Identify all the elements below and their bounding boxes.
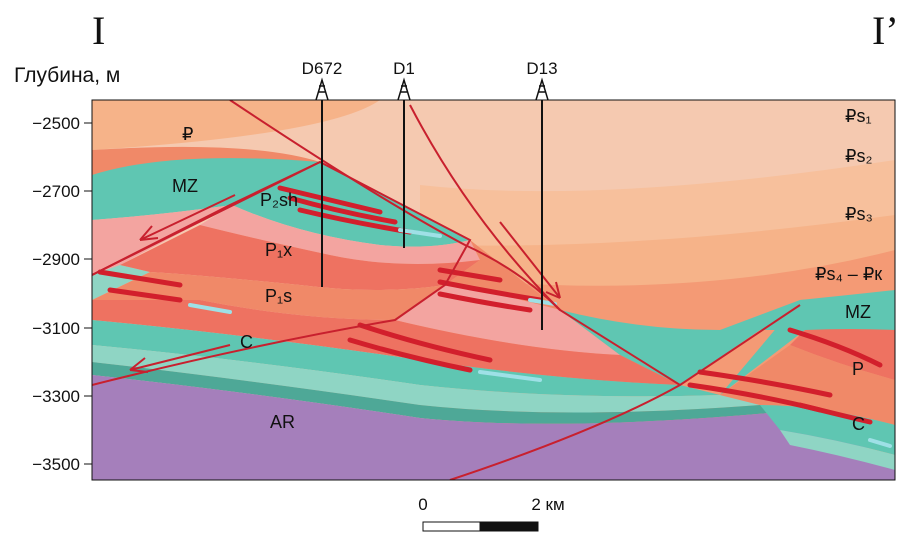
layer-label-c-right: C <box>852 414 865 434</box>
layer-label-p-top: ₽ <box>182 124 193 144</box>
scale-segment-white <box>422 521 481 532</box>
fault-line <box>449 304 801 480</box>
layer-p-right <box>790 329 895 380</box>
seam <box>437 267 503 283</box>
section-end-label: I’ <box>872 8 899 53</box>
depth-axis: −2500 −2700 −2900 −3100 −3300 −3500 <box>32 114 92 474</box>
fault-arrow <box>139 225 159 241</box>
tick-label: −3100 <box>32 319 80 338</box>
seam <box>277 185 383 215</box>
well-label: D672 <box>302 59 343 78</box>
layer-teal-lower <box>92 320 720 397</box>
fault-line <box>129 344 231 371</box>
plot-frame <box>91 99 896 481</box>
fault-line <box>409 104 561 311</box>
layer-ar <box>92 375 895 480</box>
seam <box>697 369 833 398</box>
layer-label-p-right: P <box>852 359 864 379</box>
layer-label-ps4-pk: ₽s₄ – ₽к <box>815 264 882 284</box>
tick-label: −3500 <box>32 455 80 474</box>
lens <box>478 370 542 382</box>
layer-label-ps2: ₽s₂ <box>845 146 872 166</box>
seam <box>787 327 883 368</box>
seam <box>797 402 873 425</box>
depth-axis-title: Глубина, м <box>14 64 120 87</box>
tick-label: −2700 <box>32 182 80 201</box>
layer-mz-left <box>92 158 320 220</box>
scale-label-km: 2 км <box>531 495 564 514</box>
tick-label: −3300 <box>32 387 80 406</box>
scale-segment-black <box>479 521 539 532</box>
fault-arrow <box>129 357 149 373</box>
layer-p2sh <box>200 205 480 264</box>
well-label: D1 <box>393 59 415 78</box>
layer-teal-dark-lower <box>92 362 780 424</box>
derrick-icon <box>315 77 329 101</box>
layer-c-right-mint <box>780 430 895 470</box>
derrick-icon <box>535 77 549 101</box>
layer-label-mz-right: MZ <box>845 302 871 322</box>
layer-label-ps1: ₽s₁ <box>845 106 872 126</box>
well-d13: D13 <box>526 59 558 101</box>
seam <box>297 207 413 235</box>
layer-label-p2sh: P₂sh <box>260 190 298 210</box>
scale-label-zero: 0 <box>418 495 427 514</box>
derrick-icon <box>397 77 411 101</box>
layer-red-lower <box>92 300 680 385</box>
layer-label-c-left: C <box>240 332 253 352</box>
fault-arrow <box>545 281 561 299</box>
lens <box>868 438 892 448</box>
seam <box>107 287 183 303</box>
well-label: D13 <box>526 59 557 78</box>
layer-labels: ₽ MZ P₂sh P₁x P₁s C AR ₽s₁ ₽s₂ ₽s₃ ₽s₄ –… <box>172 106 882 434</box>
plot-area <box>92 100 895 480</box>
layer-label-p1x: P₁x <box>265 240 292 260</box>
layer-mint-lower <box>92 345 760 413</box>
scale-bar: 0 2 км <box>418 495 565 532</box>
tick-label: −2500 <box>32 114 80 133</box>
well-d1: D1 <box>393 59 415 101</box>
fault-line <box>229 100 681 386</box>
tick-label: −2900 <box>32 250 80 269</box>
layer-p-top <box>92 100 380 150</box>
layer-mid-pink <box>395 285 620 355</box>
layer-label-ar: AR <box>270 412 295 432</box>
fault-line <box>499 221 561 299</box>
layer-label-ps3: ₽s₃ <box>845 204 873 224</box>
section-start-label: I <box>92 8 105 53</box>
fault-line <box>139 194 236 241</box>
seam <box>347 337 473 373</box>
layer-mz-right <box>720 290 895 395</box>
lens <box>398 228 442 238</box>
well-d672: D672 <box>302 59 343 101</box>
layer-mid-salmon <box>445 240 560 310</box>
seam <box>97 269 183 288</box>
faults <box>92 100 801 480</box>
layer-label-p1s: P₁s <box>265 286 292 306</box>
layer-p-right-lower <box>720 345 895 425</box>
layer-p1x <box>120 225 480 290</box>
lens <box>188 303 232 314</box>
seam <box>287 195 398 225</box>
seam <box>437 291 533 313</box>
layer-label-mz-left: MZ <box>172 176 198 196</box>
seam <box>357 322 493 363</box>
